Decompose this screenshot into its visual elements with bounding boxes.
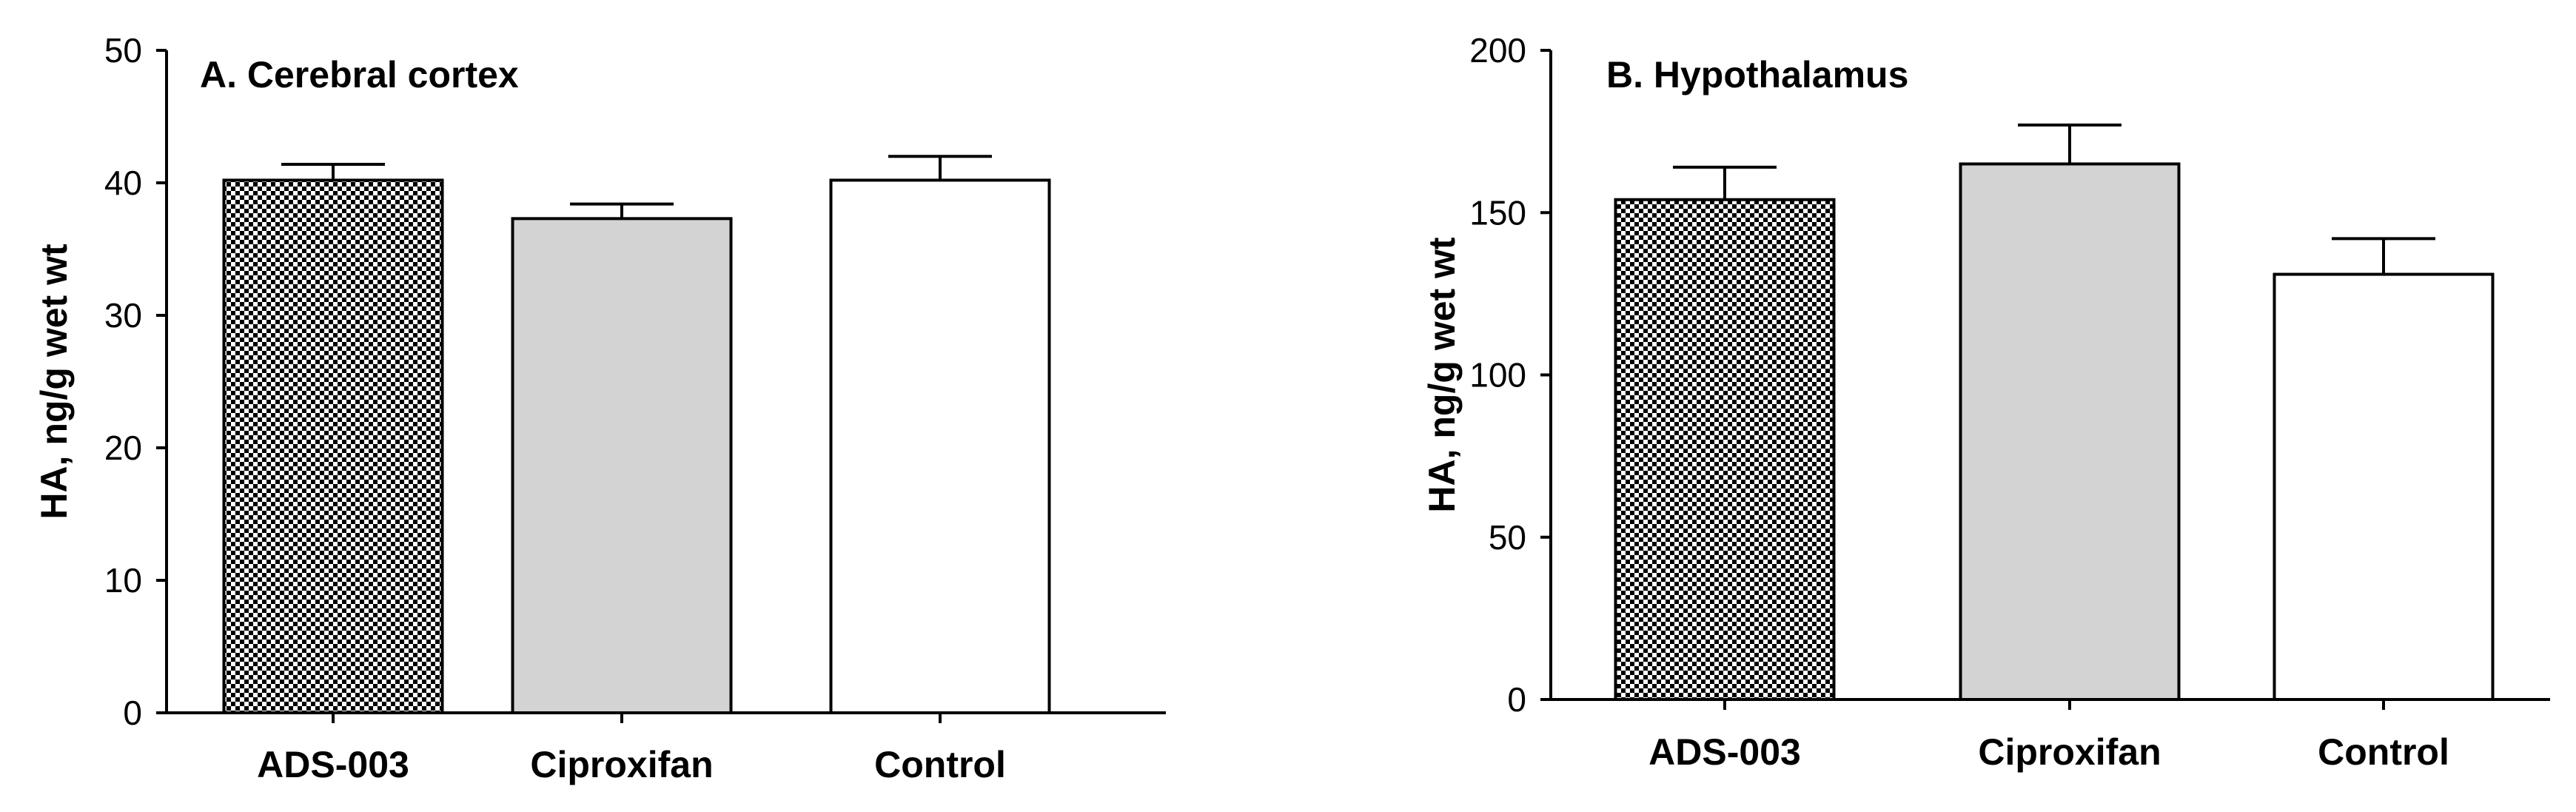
y-tick-label: 20 (104, 429, 142, 467)
bar-ads-003 (1614, 198, 1836, 701)
y-tick-label: 0 (123, 694, 142, 732)
y-axis-title: HA, ng/g wet wt (33, 244, 75, 520)
panel-title-b: B. Hypothalamus (1606, 54, 1908, 95)
y-tick-label: 200 (1469, 31, 1526, 70)
bar-ciproxifan (1959, 162, 2181, 702)
category-label: Control (2318, 731, 2449, 773)
y-tick-label: 40 (104, 164, 142, 202)
y-tick-label: 150 (1469, 193, 1526, 232)
y-tick-label: 30 (104, 296, 142, 335)
panel-b-hypothalamus: 0 50 100 150 200 ADS-003 Ciproxifan Control HA, … (1421, 31, 2550, 773)
y-tick-label: 10 (104, 561, 142, 600)
y-tick-label: 100 (1469, 356, 1526, 395)
panel-a-cerebral-cortex: 0 10 20 30 40 50 ADS-003 Ciproxifan Control HA, n… (33, 31, 1166, 785)
category-label: ADS-003 (1648, 731, 1801, 773)
category-label: Ciproxifan (530, 744, 713, 785)
panel-title-a: A. Cerebral cortex (200, 54, 519, 95)
bar-ads-003 (222, 178, 444, 715)
y-axis-title: HA, ng/g wet wt (1421, 237, 1463, 513)
y-tick-label: 0 (1507, 680, 1526, 719)
bar-control (829, 178, 1051, 715)
y-tick-label: 50 (1489, 518, 1526, 557)
category-label: ADS-003 (257, 744, 409, 785)
bar-control (2273, 272, 2495, 701)
category-label: Ciproxifan (1978, 731, 2161, 773)
bar-ciproxifan (511, 217, 733, 714)
category-label: Control (874, 744, 1006, 785)
y-tick-label: 50 (104, 31, 142, 70)
